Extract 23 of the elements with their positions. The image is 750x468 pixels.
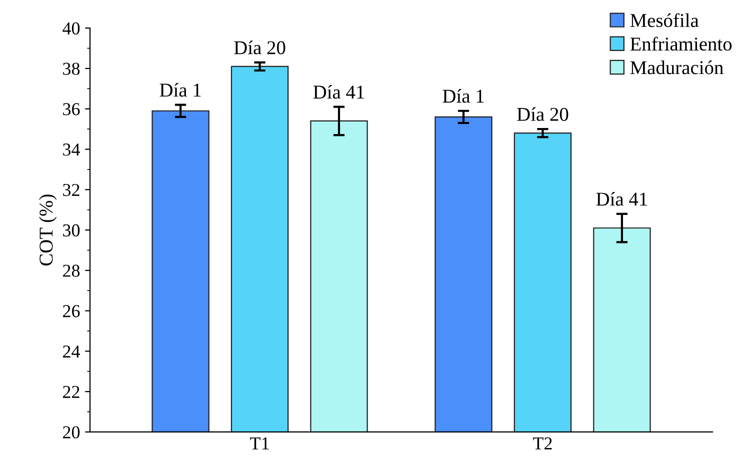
y-tick-label: 22 [63,386,80,398]
data-label: Día 41 [313,85,364,99]
legend-label: Enfriamiento [630,36,732,51]
legend-label: Mesófila [630,13,699,28]
legend-label: Maduración [630,60,724,74]
x-tick-label: T2 [533,437,552,450]
data-label: Día 20 [234,40,286,54]
y-tick-label: 30 [63,224,80,236]
y-axis-title: COT (%) [39,194,57,266]
y-tick-label: 24 [63,345,80,358]
data-label: Día 1 [160,82,201,97]
y-tick-label: 26 [63,305,80,318]
y-tick-label: 40 [62,22,80,35]
y-tick-label: 28 [63,264,80,277]
y-tick-label: 38 [63,62,80,75]
y-tick-label: 32 [63,184,80,196]
data-label: Día 41 [596,192,647,206]
data-label: Día 20 [517,107,568,121]
y-tick-label: 20 [63,426,80,438]
y-tick-label: 34 [63,144,80,156]
y-tick-label: 36 [63,103,80,116]
x-tick-label: T1 [250,437,269,450]
data-label: Día 1 [442,89,484,103]
